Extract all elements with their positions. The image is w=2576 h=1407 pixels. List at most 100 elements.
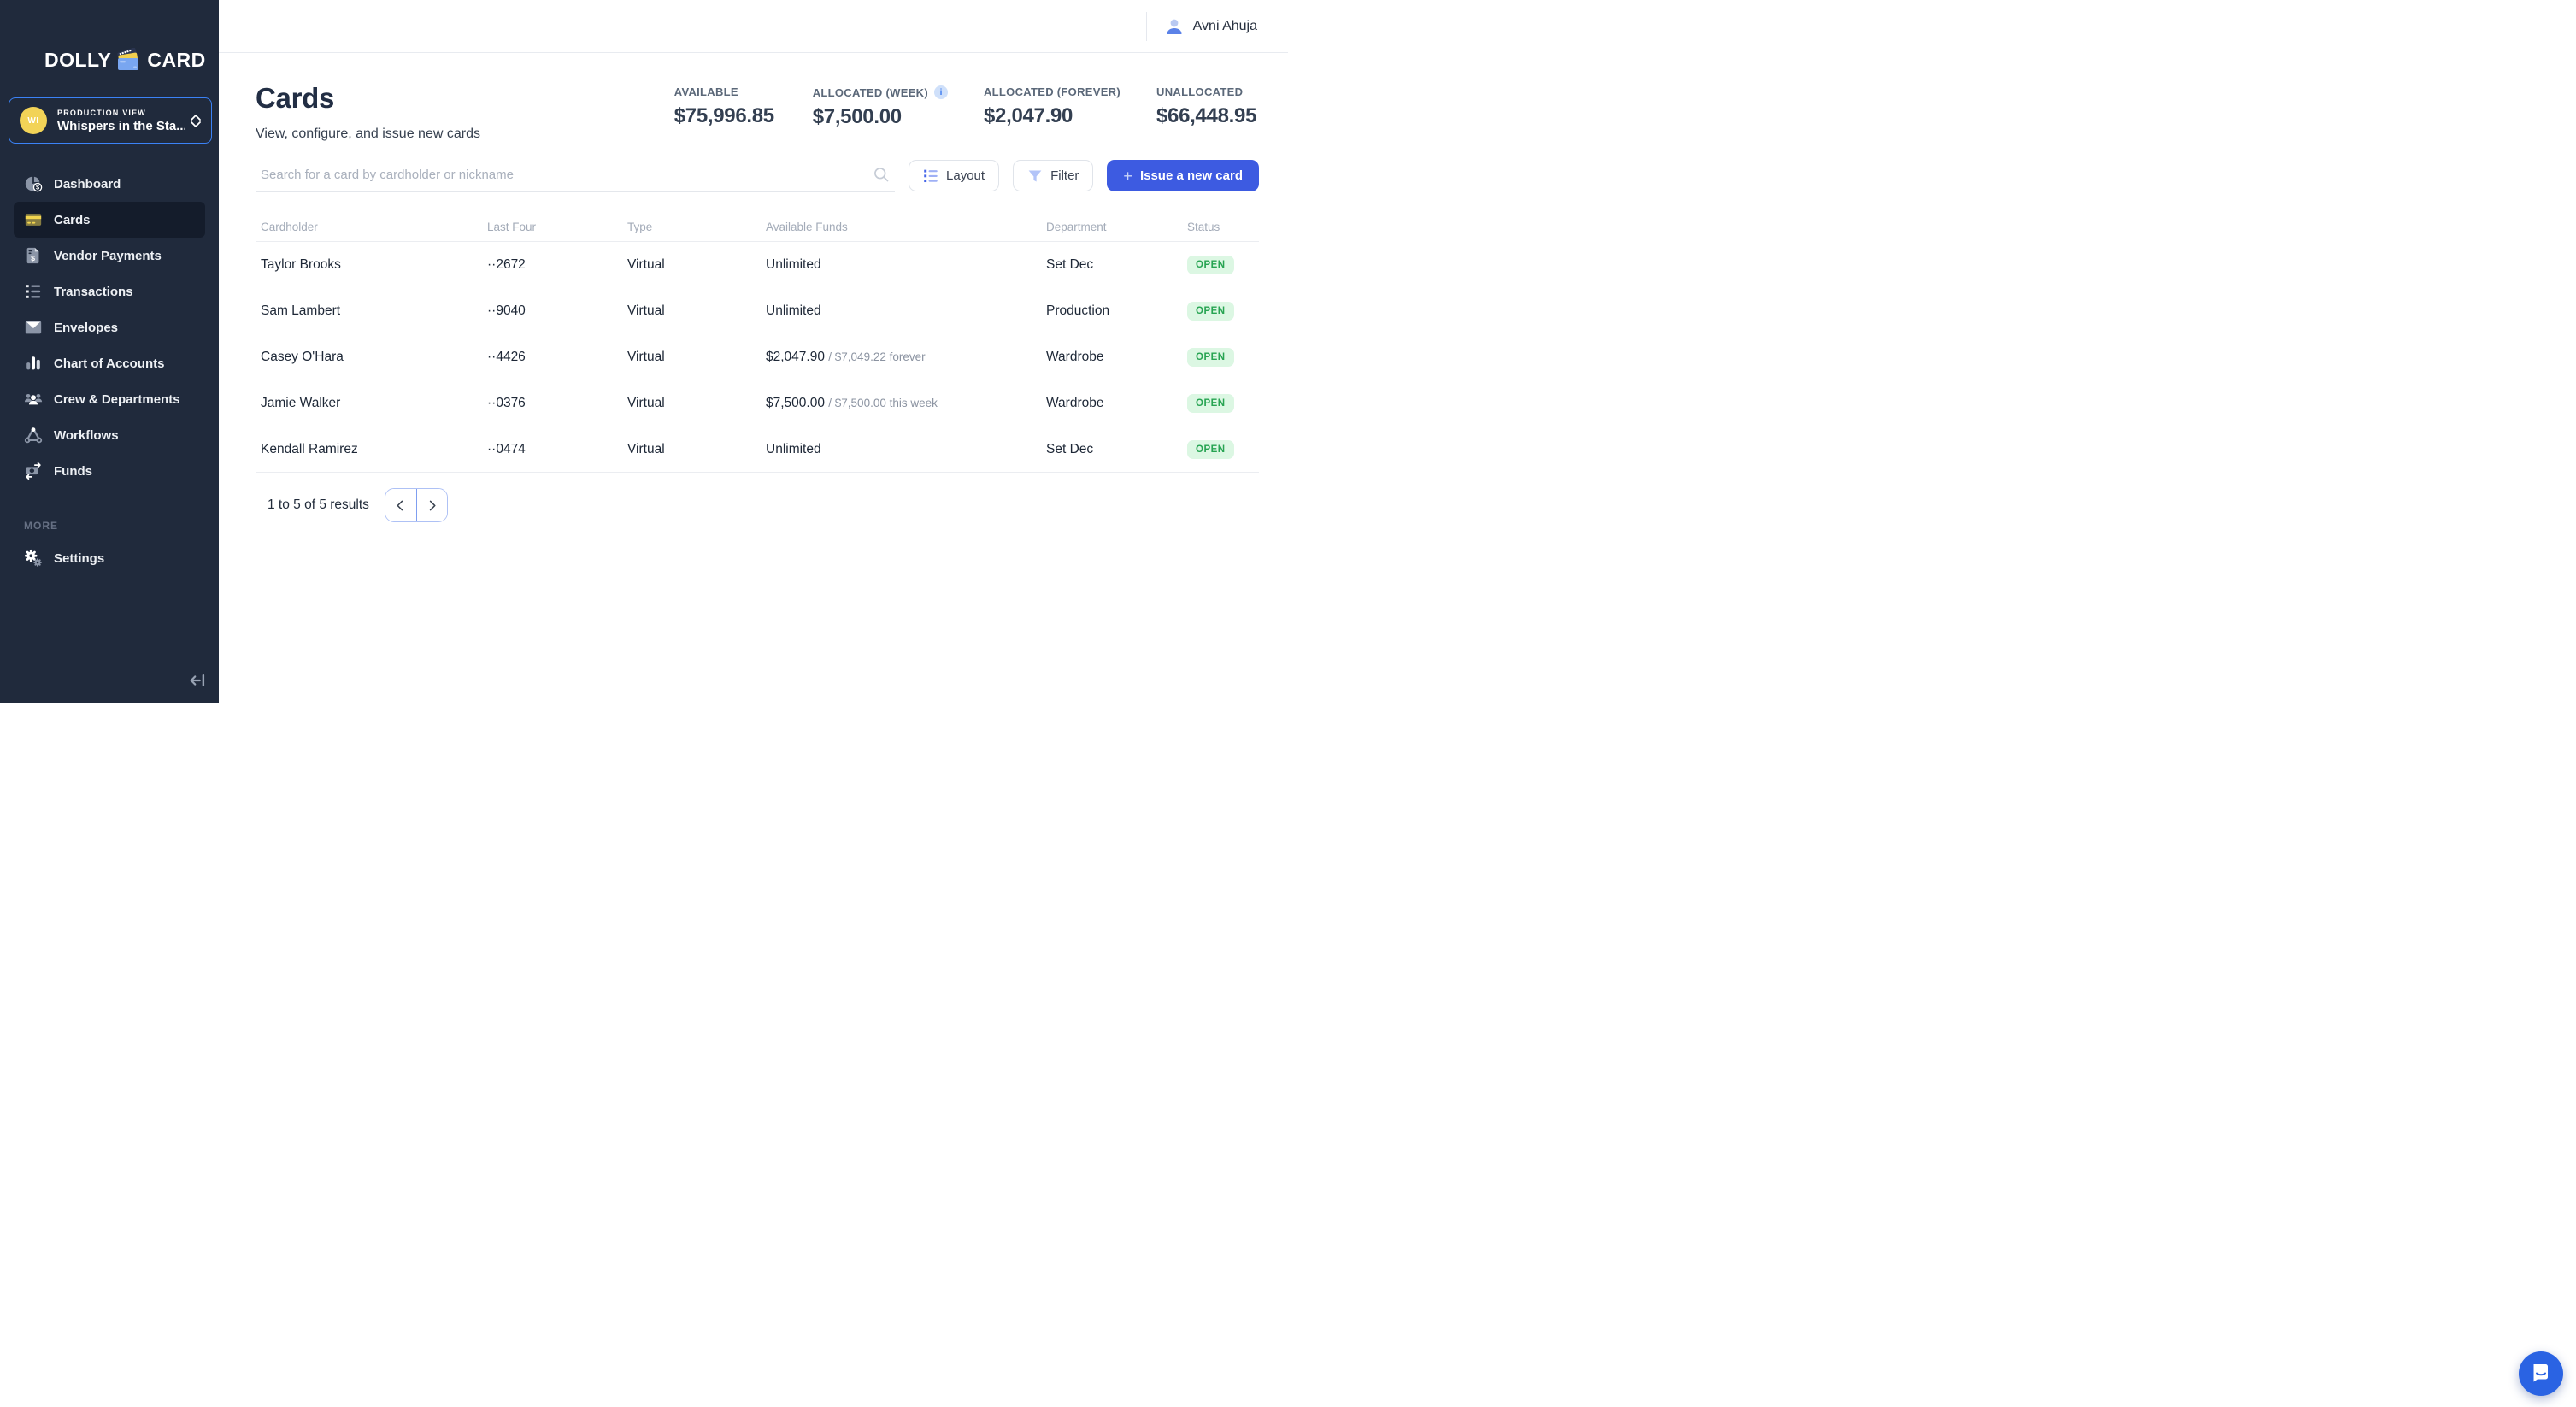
stat-value: $66,448.95 — [1156, 104, 1257, 127]
pager-group — [384, 488, 448, 522]
info-icon[interactable]: i — [933, 85, 948, 99]
sidebar-item-label: Chart of Accounts — [54, 356, 165, 371]
results-summary: 1 to 5 of 5 results — [268, 497, 369, 512]
cell-department: Set Dec — [1046, 257, 1094, 272]
cell-status: OPEN — [1182, 439, 1259, 459]
status-badge: OPEN — [1187, 439, 1234, 459]
brand-name-right: CARD — [147, 48, 206, 71]
layout-icon — [924, 169, 938, 182]
sidebar-item-label: Vendor Payments — [54, 248, 162, 263]
cell-department: Set Dec — [1046, 441, 1094, 456]
column-header-available-funds: Available Funds — [766, 221, 848, 233]
table-row[interactable]: Kendall Ramirez ··0474 Virtual Unlimited… — [256, 427, 1259, 473]
cell-available-funds: $7,500.00 / $7,500.00 this week — [766, 396, 938, 410]
sidebar-item-vendor-payments[interactable]: $ Vendor Payments — [14, 238, 205, 274]
stat-label: UNALLOCATED — [1156, 85, 1244, 98]
sidebar-item-label: Envelopes — [54, 320, 119, 335]
stat-allocated-forever: ALLOCATED (FOREVER) $2,047.90 — [984, 85, 1120, 129]
table-row[interactable]: Casey O'Hara ··4426 Virtual $2,047.90 / … — [256, 334, 1259, 380]
sidebar-item-dashboard[interactable]: $ Dashboard — [14, 166, 205, 202]
sidebar-item-envelopes[interactable]: Envelopes — [14, 309, 205, 345]
stat-label: AVAILABLE — [673, 85, 738, 98]
production-view-value: Whispers in the Sta... — [57, 118, 185, 133]
card-stack-icon — [117, 48, 139, 70]
page-title: Cards — [256, 82, 335, 114]
cell-status: OPEN — [1182, 348, 1259, 367]
column-header-type: Type — [627, 221, 653, 233]
cell-cardholder: Taylor Brooks — [261, 257, 341, 272]
chevron-left-icon — [397, 500, 403, 510]
cards-table: Cardholder Last Four Type Available Fund… — [256, 213, 1259, 473]
sidebar-item-funds[interactable]: Funds — [14, 453, 205, 489]
previous-page-button[interactable] — [385, 489, 416, 521]
cell-available-funds: Unlimited — [766, 303, 821, 318]
user-name: Avni Ahuja — [1192, 18, 1257, 33]
table-row[interactable]: Jamie Walker ··0376 Virtual $7,500.00 / … — [256, 380, 1259, 427]
app-window: DOLLY CARD WI PRODUCTION VIEW Whispers i… — [0, 0, 1288, 704]
chat-bubble-icon — [2533, 1364, 2548, 1382]
chevron-right-icon — [429, 500, 436, 510]
production-view-label: PRODUCTION VIEW — [57, 108, 147, 117]
cell-status: OPEN — [1182, 394, 1259, 413]
cell-type: Virtual — [627, 396, 665, 410]
stat-value: $2,047.90 — [983, 104, 1073, 127]
page-heading: Cards View, configure, and issue new car… — [256, 82, 480, 142]
production-meta: PRODUCTION VIEW Whispers in the Sta... — [57, 109, 185, 133]
cell-department: Production — [1046, 303, 1110, 318]
brand-logo: DOLLY CARD — [0, 0, 219, 72]
status-badge: OPEN — [1187, 394, 1234, 413]
layout-button[interactable]: Layout — [909, 160, 1000, 191]
cell-cardholder: Sam Lambert — [261, 303, 341, 318]
vendor-payments-icon: $ — [26, 247, 39, 264]
funds-stats: AVAILABLE $75,996.85 ALLOCATED (WEEK) i … — [674, 82, 1259, 129]
sidebar: DOLLY CARD WI PRODUCTION VIEW Whispers i… — [0, 0, 219, 704]
status-badge: OPEN — [1187, 302, 1234, 321]
stat-label: ALLOCATED (WEEK) — [812, 85, 928, 99]
sidebar-item-settings[interactable]: Settings — [14, 540, 205, 576]
cards-page: Cards View, configure, and issue new car… — [219, 53, 1288, 704]
column-header-cardholder: Cardholder — [261, 221, 318, 233]
filter-button[interactable]: Filter — [1013, 160, 1094, 191]
brand-name-left: DOLLY — [44, 48, 112, 71]
next-page-button[interactable] — [415, 489, 447, 521]
cell-last-four: ··4426 — [487, 350, 526, 364]
chevron-up-down-icon — [191, 114, 201, 127]
search-input[interactable] — [261, 167, 873, 182]
column-header-department: Department — [1046, 221, 1107, 233]
sidebar-item-transactions[interactable]: Transactions — [14, 274, 205, 309]
cell-department: Wardrobe — [1046, 396, 1104, 410]
cell-available-funds: Unlimited — [766, 257, 821, 272]
table-row[interactable]: Sam Lambert ··9040 Virtual Unlimited Pro… — [256, 288, 1259, 334]
sidebar-item-label: Settings — [54, 550, 105, 566]
collapse-sidebar-icon[interactable] — [188, 671, 207, 690]
sidebar-item-chart-of-accounts[interactable]: Chart of Accounts — [14, 345, 205, 381]
sidebar-item-workflows[interactable]: Workflows — [14, 417, 205, 453]
issue-new-card-button[interactable]: + Issue a new card — [1107, 160, 1259, 191]
chat-support-button[interactable] — [2519, 1351, 2563, 1396]
cell-last-four: ··0474 — [487, 441, 526, 456]
production-view-selector[interactable]: WI PRODUCTION VIEW Whispers in the Sta..… — [9, 97, 212, 144]
main-area: Avni Ahuja Cards View, configure, and is… — [219, 0, 1288, 704]
cell-cardholder: Jamie Walker — [261, 396, 341, 410]
table-row[interactable]: Taylor Brooks ··2672 Virtual Unlimited S… — [256, 242, 1259, 288]
user-menu[interactable]: Avni Ahuja — [1164, 16, 1257, 37]
cell-cardholder: Casey O'Hara — [261, 350, 344, 364]
cell-status: OPEN — [1182, 256, 1259, 274]
page-subtitle: View, configure, and issue new cards — [256, 127, 480, 141]
svg-text:$: $ — [36, 184, 39, 191]
sidebar-item-cards[interactable]: Cards — [14, 202, 205, 238]
chart-of-accounts-icon — [26, 356, 40, 370]
cell-last-four: ··0376 — [487, 396, 526, 410]
cell-last-four: ··2672 — [487, 257, 526, 272]
sidebar-item-crew-departments[interactable]: Crew & Departments — [14, 381, 205, 417]
sidebar-item-label: Crew & Departments — [54, 391, 180, 407]
svg-text:$: $ — [31, 254, 35, 262]
cell-available-funds: $2,047.90 / $7,049.22 forever — [766, 350, 926, 364]
stat-available: AVAILABLE $75,996.85 — [674, 85, 777, 129]
cell-last-four: ··9040 — [487, 303, 526, 318]
sidebar-item-label: Workflows — [54, 427, 119, 443]
cell-type: Virtual — [627, 350, 665, 364]
sidebar-item-label: Transactions — [54, 284, 133, 299]
production-avatar: WI — [20, 107, 47, 134]
transactions-icon — [26, 285, 41, 298]
